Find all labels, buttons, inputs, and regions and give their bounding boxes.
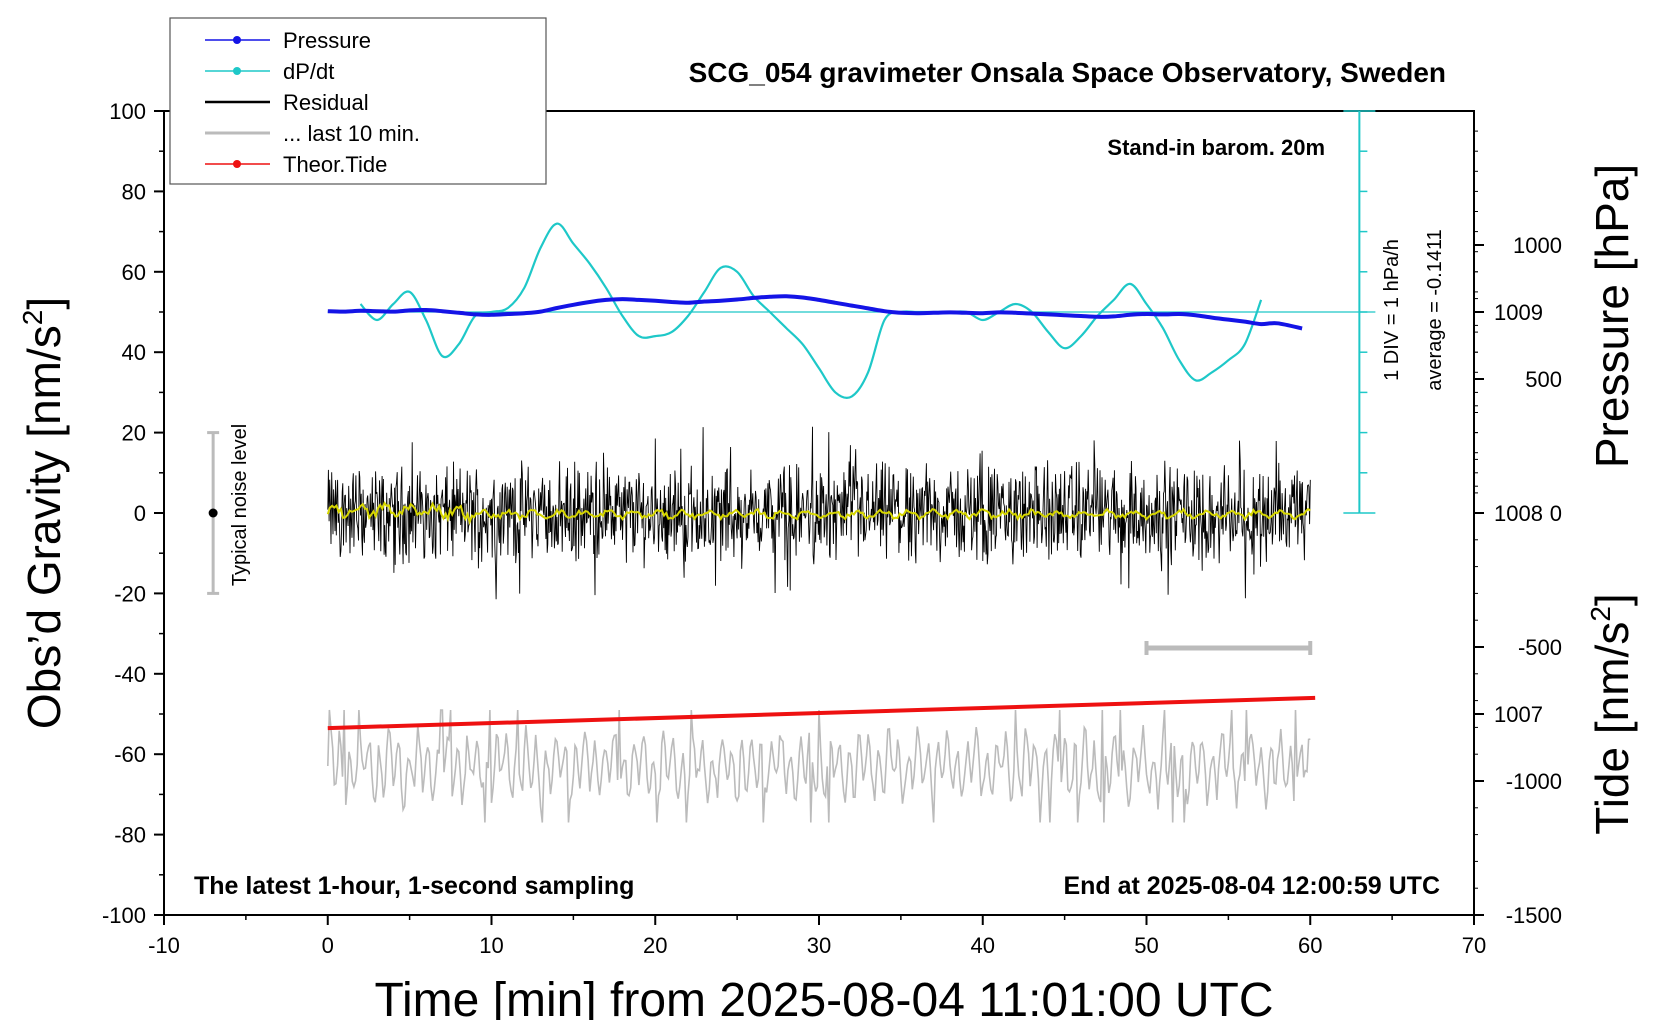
legend-label-2: Residual bbox=[283, 90, 369, 115]
legend-label-4: Theor.Tide bbox=[283, 152, 387, 177]
x-axis-ticks: -10 0 10 20 30 40 50 60 70 bbox=[148, 915, 1486, 958]
y-tick-label--20: -20 bbox=[114, 581, 146, 606]
tide-tick-label--1000: -1000 bbox=[1506, 769, 1562, 794]
y-tick-label-20: 20 bbox=[122, 421, 146, 446]
legend-label-3: ... last 10 min. bbox=[283, 121, 420, 146]
y-axis-label-sup: 2 bbox=[17, 310, 48, 326]
tide-tick-label--500: -500 bbox=[1518, 635, 1562, 660]
legend: Pressure dP/dt Residual ... last 10 min. The… bbox=[169, 17, 547, 185]
series-dpdt bbox=[359, 222, 1263, 399]
noise-label: Typical noise level bbox=[229, 424, 251, 586]
series-last-10-min bbox=[327, 709, 1311, 823]
y-tick-label-40: 40 bbox=[122, 340, 146, 365]
x-tick-label-0: 0 bbox=[322, 933, 334, 958]
y-tick-label-100: 100 bbox=[109, 99, 146, 124]
average-label: average = -0.1411 bbox=[1424, 229, 1446, 390]
legend-marker-0 bbox=[233, 36, 241, 44]
y-tick-label--80: -80 bbox=[114, 823, 146, 848]
chart-title: SCG_054 gravimeter Onsala Space Observat… bbox=[689, 57, 1446, 88]
pressure-axis-label: Pressure [hPa] bbox=[1586, 164, 1638, 468]
bottom-left-note: The latest 1-hour, 1-second sampling bbox=[194, 872, 634, 900]
legend-marker-4 bbox=[233, 160, 241, 168]
tide-axis-label-main: Tide [nm/s bbox=[1586, 622, 1638, 835]
y-axis-label: Obs’d Gravity [nm/s2] bbox=[17, 297, 70, 729]
noise-bar-dot bbox=[208, 508, 218, 518]
x-tick-label-20: 20 bbox=[643, 933, 667, 958]
pressure-tick-label-1007: 1007 bbox=[1494, 702, 1543, 727]
typical-noise-bar bbox=[207, 431, 220, 595]
legend-label-0: Pressure bbox=[283, 28, 371, 53]
tide-tick-label-500: 500 bbox=[1525, 367, 1562, 392]
bottom-right-note: End at 2025-08-04 12:00:59 UTC bbox=[1063, 872, 1440, 900]
legend-marker-1 bbox=[233, 67, 241, 75]
y-axis-label-end: ] bbox=[18, 297, 70, 310]
y-axis-ticks: -100 -80 -60 -40 -20 0 20 40 60 80 100 bbox=[102, 99, 164, 928]
series-residual-smoothed bbox=[326, 500, 1311, 526]
x-tick-label-10: 10 bbox=[479, 933, 503, 958]
x-tick-label-50: 50 bbox=[1134, 933, 1158, 958]
y-tick-label--100: -100 bbox=[102, 903, 146, 928]
tide-axis-label-sup: 2 bbox=[1585, 606, 1616, 622]
tide-axis-label-end: ] bbox=[1586, 593, 1638, 606]
pressure-tick-label-1008: 1008 bbox=[1494, 501, 1543, 526]
tide-tick-label-0: 0 bbox=[1550, 501, 1562, 526]
series-theor-tide bbox=[327, 695, 1316, 731]
tide-tick-label-1000: 1000 bbox=[1513, 233, 1562, 258]
series-residual bbox=[327, 426, 1311, 600]
y-tick-label-60: 60 bbox=[122, 260, 146, 285]
tide-axis-ticks: -1500 -1000 -500 0 500 1000 bbox=[1474, 233, 1562, 928]
scale-div-label: 1 DIV = 1 hPa/h bbox=[1381, 239, 1403, 381]
x-tick-label-70: 70 bbox=[1462, 933, 1486, 958]
series-pressure bbox=[327, 294, 1303, 331]
barometer-note: Stand-in barom. 20m bbox=[1107, 135, 1325, 160]
y-tick-label-80: 80 bbox=[122, 179, 146, 204]
tide-axis-label: Tide [nm/s2] bbox=[1585, 593, 1638, 834]
y-tick-label--60: -60 bbox=[114, 742, 146, 767]
pressure-tick-label-1009: 1009 bbox=[1494, 300, 1543, 325]
x-tick-label-40: 40 bbox=[971, 933, 995, 958]
pressure-axis-ticks: 1007 1008 1009 bbox=[1474, 130, 1543, 727]
y-tick-label--40: -40 bbox=[114, 662, 146, 687]
x-tick-label-60: 60 bbox=[1298, 933, 1322, 958]
x-tick-label--10: -10 bbox=[148, 933, 180, 958]
tide-tick-label--1500: -1500 bbox=[1506, 903, 1562, 928]
x-axis-label: Time [min] from 2025-08-04 11:01:00 UTC bbox=[374, 974, 1273, 1020]
legend-label-1: dP/dt bbox=[283, 59, 334, 84]
y-tick-label-0: 0 bbox=[134, 501, 146, 526]
last-10-min-bar bbox=[1144, 641, 1313, 655]
y-axis-label-main: Obs’d Gravity [nm/s bbox=[18, 325, 70, 729]
x-tick-label-30: 30 bbox=[807, 933, 831, 958]
